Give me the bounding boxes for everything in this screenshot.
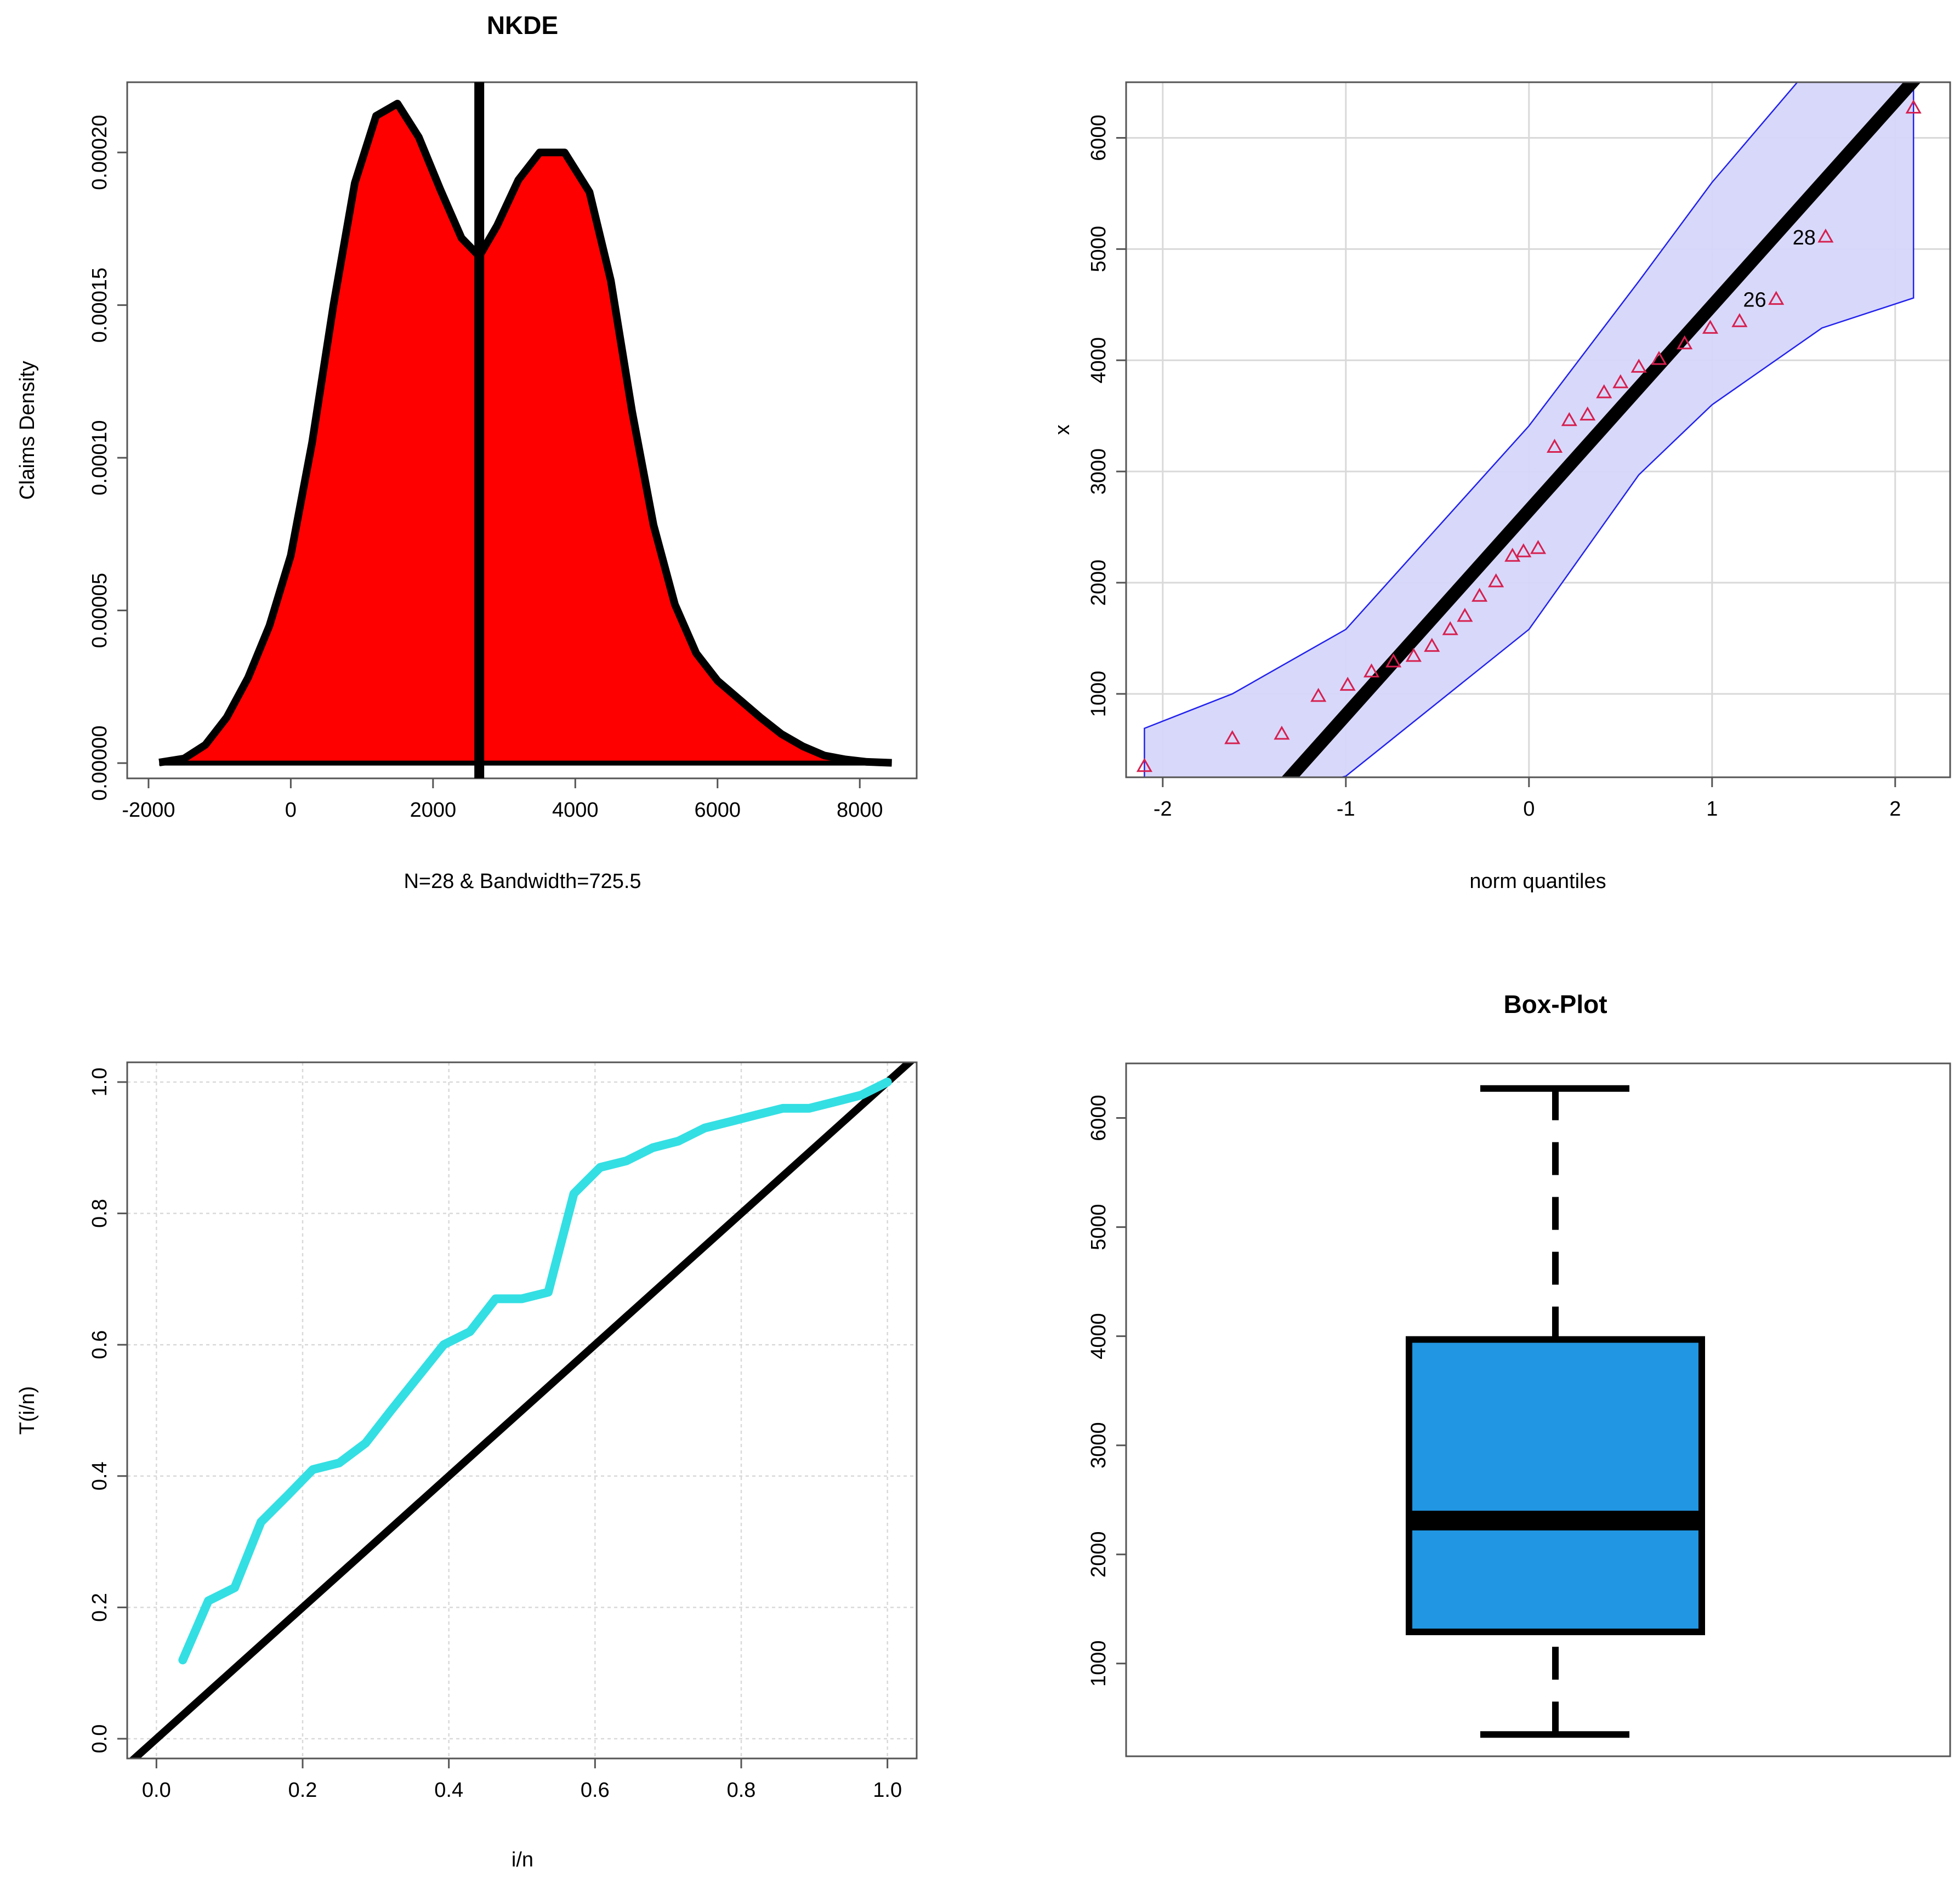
qq-point: [1702, 320, 1719, 334]
box-ytick-label: 6000: [1087, 1095, 1110, 1141]
kde-xtick-label: 4000: [552, 799, 599, 822]
ttt-xtick-label: 0.4: [434, 1779, 463, 1802]
qq-point: [1339, 676, 1356, 691]
box-ytick-label: 4000: [1087, 1313, 1110, 1359]
qq-point: [1363, 663, 1380, 678]
ttt-ytick-label: 0.2: [88, 1593, 111, 1622]
kde-area: [159, 103, 892, 764]
box-plot-frame: [1125, 1062, 1951, 1757]
kde-ytick-label: 0.00020: [88, 115, 111, 190]
qq-reference-line: [1281, 82, 1921, 777]
qq-point: [1405, 647, 1422, 662]
kde-curve: [158, 99, 892, 767]
qq-ytick-label: 2000: [1087, 560, 1110, 606]
qq-point: [1136, 758, 1152, 772]
qq-point: [1580, 406, 1596, 421]
qq-point: [1457, 607, 1473, 622]
qq-ytick-label: 4000: [1087, 337, 1110, 384]
ttt-xtick-label: 0.2: [288, 1779, 317, 1802]
kde-title: NKDE: [487, 11, 558, 39]
ttt-ylabel: T(i/n): [16, 1386, 39, 1435]
qq-point: [1488, 573, 1504, 588]
ttt-xtick-label: 0.6: [581, 1779, 610, 1802]
kde-xlabel: N=28 & Bandwidth=725.5: [404, 870, 641, 893]
kde-xtick-label: 6000: [694, 799, 741, 822]
qq-point: [1612, 374, 1629, 389]
box-ytick-label: 1000: [1087, 1641, 1110, 1687]
kde-xtick-label: 0: [285, 799, 297, 822]
qq-point: [1768, 291, 1785, 305]
qq-ytick-label: 1000: [1087, 671, 1110, 718]
ttt-xlabel: i/n: [512, 1848, 533, 1871]
qq-point: [1677, 335, 1693, 350]
box-panel: Box-Plot 1000 2000 3000 4000 5000 6000: [1087, 990, 1951, 1757]
qq-ytick-label: 6000: [1087, 115, 1110, 161]
qq-point: [1631, 358, 1647, 373]
qq-ytick-label: 5000: [1087, 226, 1110, 272]
qq-point: [1274, 725, 1290, 740]
box-ytick-label: 3000: [1087, 1422, 1110, 1469]
qq-point: [1310, 687, 1327, 702]
qq-point: [1905, 99, 1922, 114]
ttt-ytick-label: 0.0: [88, 1724, 111, 1754]
qq-xtick-label: 1: [1706, 798, 1718, 821]
qq-point: [1515, 543, 1532, 557]
ttt-ytick-label: 0.6: [88, 1330, 111, 1359]
qq-point: [1817, 228, 1834, 243]
kde-ytick-label: 0.00005: [88, 573, 111, 648]
qq-point: [1596, 384, 1612, 399]
ttt-xtick-label: 0.8: [727, 1779, 756, 1802]
ttt-ytick-label: 1.0: [88, 1068, 111, 1097]
qq-point: [1546, 439, 1563, 453]
qq-point: [1731, 313, 1748, 327]
box-ytick-label: 2000: [1087, 1531, 1110, 1578]
ttt-xtick-label: 1.0: [873, 1779, 902, 1802]
qq-point: [1385, 653, 1402, 668]
kde-ytick-label: 0.00010: [88, 420, 111, 495]
kde-xtick-label: -2000: [122, 799, 175, 822]
qq-xtick-label: 0: [1523, 798, 1535, 821]
qq-point: [1651, 351, 1667, 365]
kde-ylabel: Claims Density: [16, 361, 39, 499]
qq-xtick-label: -2: [1154, 798, 1172, 821]
qq-point: [1504, 548, 1521, 562]
ttt-plot-frame: [126, 1061, 918, 1760]
kde-xtick-label: 2000: [410, 799, 457, 822]
ttt-panel: 0.0 0.2 0.4 0.6 0.8 1.0 0.0 0.2 0.4 0.6 0.8 1.0 i/n…: [16, 1061, 918, 1871]
qq-xtick-label: 2: [1889, 798, 1901, 821]
qq-point-label: 26: [1743, 289, 1766, 312]
qq-xlabel: norm quantiles: [1469, 870, 1606, 893]
ttt-ytick-label: 0.8: [88, 1199, 111, 1228]
box-iqr: [1406, 1336, 1705, 1636]
qq-point: [1530, 540, 1547, 554]
qq-ylabel: x: [1051, 425, 1074, 435]
kde-ytick-label: 0.00000: [88, 725, 111, 800]
qq-point: [1561, 412, 1577, 426]
qq-point-label: 28: [1793, 226, 1816, 249]
kde-xtick-label: 8000: [837, 799, 883, 822]
qq-plot-area: 28 26: [1126, 82, 1950, 777]
qq-point: [1424, 638, 1440, 652]
kde-panel: NKDE -2000 0 2000 4000 6000 8000 0.00000 0.0000…: [16, 11, 918, 893]
ttt-reference-line: [128, 1062, 916, 1758]
qq-plot-frame: [1125, 81, 1951, 778]
ttt-xtick-label: 0.0: [142, 1779, 171, 1802]
ttt-ytick-label: 0.4: [88, 1461, 111, 1490]
qq-ytick-label: 3000: [1087, 448, 1110, 495]
box-title: Box-Plot: [1503, 990, 1607, 1018]
qq-confidence-band: [1144, 82, 1914, 777]
qq-point: [1224, 730, 1241, 744]
qq-point: [1442, 621, 1458, 635]
qq-xtick-label: -1: [1337, 798, 1355, 821]
kde-plot-frame: [126, 81, 918, 779]
box-ytick-label: 5000: [1087, 1204, 1110, 1250]
ttt-plot-area: [127, 1062, 917, 1758]
kde-ytick-label: 0.00015: [88, 267, 111, 343]
qq-panel: 28 26 -2 -1 0 1 2 1000 2000 3000 4000 5000 6000 norm…: [1051, 81, 1951, 893]
qq-point: [1472, 588, 1488, 602]
ttt-curve: [178, 1077, 892, 1665]
